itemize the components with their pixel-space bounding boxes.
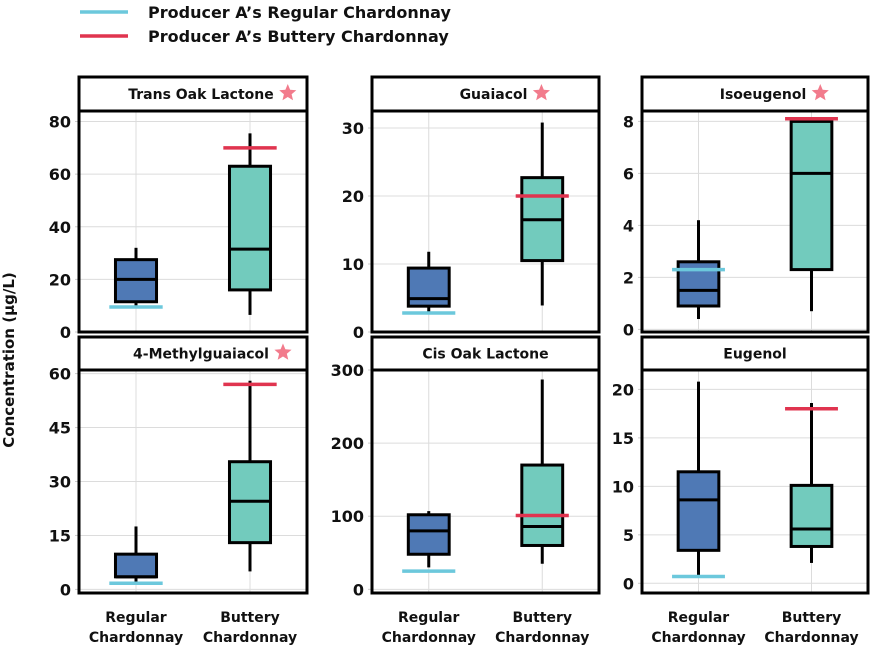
y-tick-label: 0 [60, 323, 71, 342]
y-tick-label: 20 [342, 187, 364, 206]
box-buttery [789, 483, 834, 548]
panel-cis-oak-lactone: 0 100 200 300 Cis Oak Lactone [331, 335, 601, 599]
strip-title: Guaiacol [460, 87, 528, 103]
strip-box [370, 75, 601, 113]
y-axis-label: Concentration (µg/L) [0, 272, 18, 447]
panel-guaiacol: 0 10 20 30 Guaiacol [342, 75, 601, 342]
box-regular [113, 552, 159, 579]
x-tick-label: Chardonnay [764, 630, 858, 646]
x-tick-label: Chardonnay [203, 630, 297, 646]
legend-label-0: Producer A’s Regular Chardonnay [148, 3, 451, 22]
box-regular [676, 470, 721, 552]
significance-star-icon [811, 84, 829, 101]
panel-isoeugenol: 0 2 4 6 8 Isoeugenol [623, 75, 870, 339]
x-tick-label: Regular [105, 610, 167, 626]
y-tick-label: 60 [49, 365, 71, 384]
legend-label-1: Producer A’s Buttery Chardonnay [148, 27, 449, 46]
significance-star-icon [532, 84, 550, 101]
y-tick-label: 0 [353, 580, 364, 599]
x-tick-label: Buttery [220, 610, 280, 626]
y-tick-label: 0 [60, 580, 71, 599]
y-tick-label: 10 [342, 255, 364, 274]
y-tick-label: 20 [612, 380, 634, 399]
y-tick-label: 10 [612, 477, 634, 496]
x-tick-label: Chardonnay [495, 630, 589, 646]
y-tick-label: 15 [49, 526, 71, 545]
y-tick-label: 0 [623, 574, 634, 593]
y-tick-label: 80 [49, 113, 71, 132]
legend: Producer A’s Regular Chardonnay Producer … [80, 3, 451, 46]
x-tick-label: Buttery [512, 610, 572, 626]
y-tick-label: 6 [623, 164, 634, 183]
plot-area [372, 370, 599, 593]
strip-box [640, 75, 870, 113]
y-tick-label: 40 [49, 218, 71, 237]
strip-title: 4-Methylguaiacol [133, 347, 269, 363]
y-tick-label: 4 [623, 216, 634, 235]
y-tick-label: 2 [623, 268, 634, 287]
x-tick-label: Chardonnay [89, 630, 183, 646]
y-tick-label: 30 [342, 119, 364, 138]
box-buttery [789, 119, 834, 272]
strip-title: Eugenol [723, 347, 786, 363]
box-regular [406, 266, 451, 308]
x-tick-label: Regular [398, 610, 460, 626]
box-regular [406, 513, 451, 556]
x-tick-label: Regular [668, 610, 730, 626]
strip-title: Cis Oak Lactone [422, 347, 548, 363]
strip-box [640, 335, 870, 372]
y-axis-label-group: Concentration (µg/L) [0, 272, 18, 447]
y-tick-label: 200 [331, 434, 364, 453]
significance-star-icon [274, 343, 292, 360]
plot-area [372, 111, 599, 332]
box-buttery [520, 463, 565, 547]
panel-eugenol: 0 5 10 15 20 Eugenol [612, 335, 870, 595]
plot-area [642, 111, 868, 332]
y-tick-label: 8 [623, 112, 634, 131]
y-tick-label: 0 [353, 323, 364, 342]
y-tick-label: 45 [49, 419, 71, 438]
y-tick-label: 30 [49, 473, 71, 492]
strip-title: Trans Oak Lactone [128, 87, 274, 103]
panel-4-methylguaiacol: 0 15 30 45 60 4-Methylguaiacol [49, 335, 309, 599]
y-tick-label: 0 [623, 320, 634, 339]
x-tick-label: Buttery [782, 610, 842, 626]
y-tick-label: 100 [331, 507, 364, 526]
strip-box [77, 335, 309, 372]
plot-area [79, 111, 307, 332]
x-tick-label: Chardonnay [651, 630, 745, 646]
y-tick-label: 20 [49, 270, 71, 289]
y-tick-label: 60 [49, 165, 71, 184]
significance-star-icon [279, 84, 297, 101]
x-tick-labels: Regular Chardonnay Buttery Chardonnay Regula… [89, 610, 859, 646]
y-tick-label: 5 [623, 526, 634, 545]
strip-box [77, 75, 309, 113]
x-tick-label: Chardonnay [382, 630, 476, 646]
plot-area [642, 370, 868, 593]
panel-trans-oak-lactone: 0 20 40 60 80 Trans Oak Lactone [49, 75, 309, 342]
strip-box [370, 335, 601, 372]
y-tick-label: 15 [612, 429, 634, 448]
box-buttery [227, 164, 273, 292]
strip-title: Isoeugenol [720, 87, 807, 103]
y-tick-label: 300 [331, 361, 364, 380]
